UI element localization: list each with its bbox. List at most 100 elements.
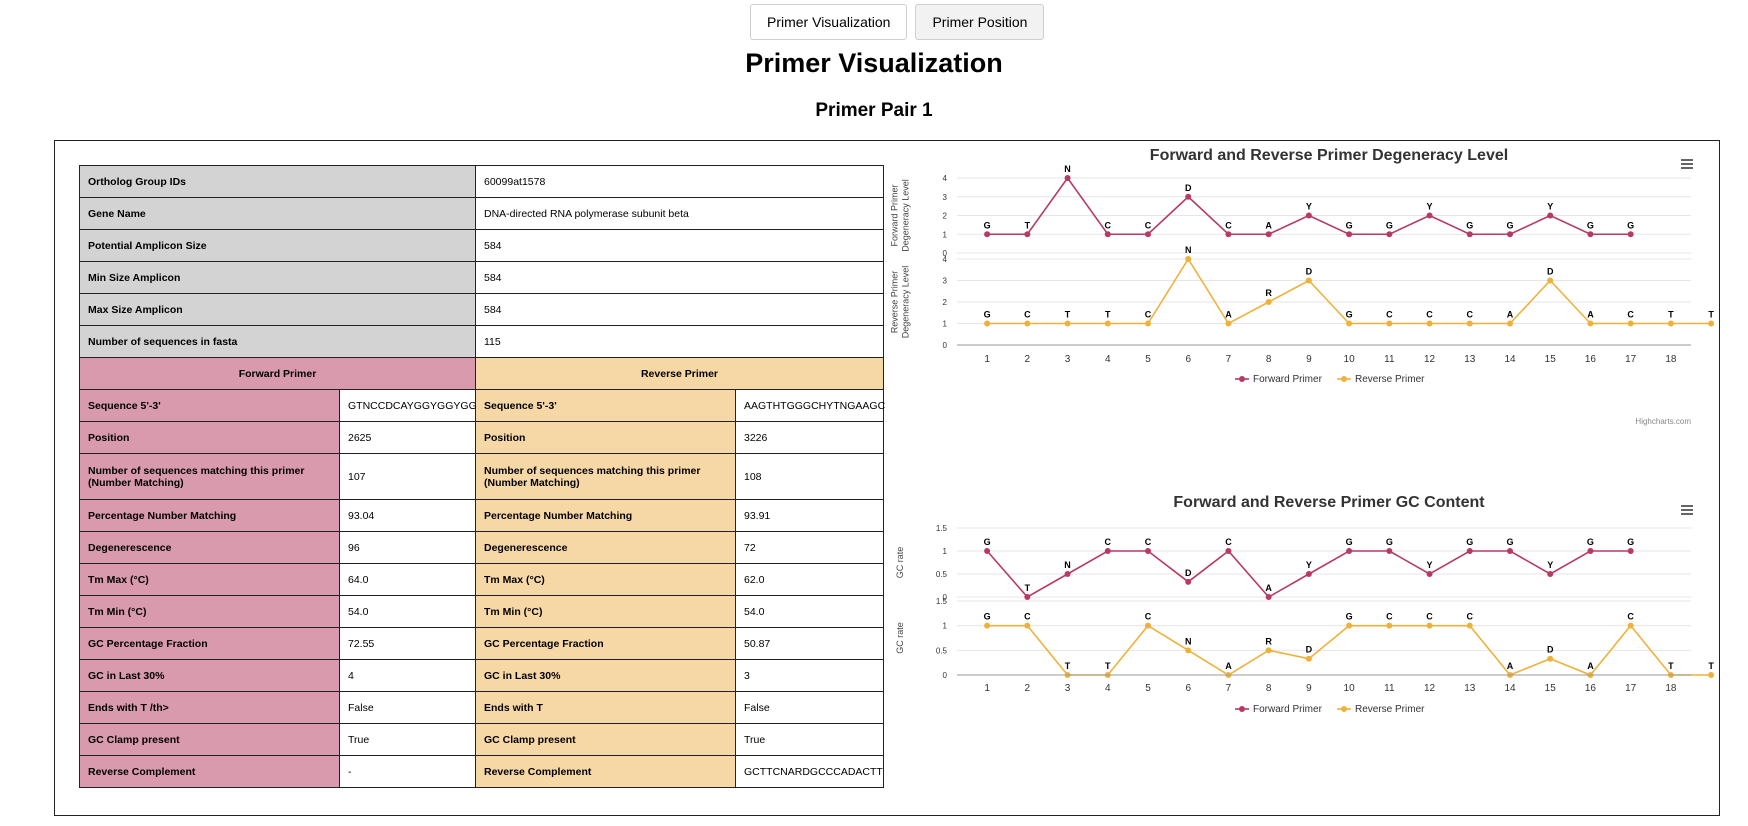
data-label: C xyxy=(1426,612,1433,622)
data-label: R xyxy=(1265,636,1272,646)
legend-item-reverse[interactable]: Reverse Primer xyxy=(1337,704,1425,715)
data-point xyxy=(1024,594,1031,600)
y-tick-label: 0 xyxy=(943,671,948,680)
data-label: T xyxy=(1025,220,1031,230)
legend-label: Reverse Primer xyxy=(1355,704,1425,715)
primer-pair-panel: Ortholog Group IDs 60099at1578 Gene Name… xyxy=(54,140,1720,816)
data-point xyxy=(1024,231,1031,238)
forward-label: Position xyxy=(79,421,340,454)
primer-row: Degenerescence 96 Degenerescence 72 xyxy=(79,531,885,564)
data-label: G xyxy=(1386,537,1393,547)
data-point xyxy=(1185,256,1192,262)
legend-item-forward[interactable]: Forward Primer xyxy=(1235,704,1323,715)
forward-label: Number of sequences matching this primer… xyxy=(79,453,340,500)
reverse-label: Position xyxy=(475,421,736,454)
x-tick-label: 7 xyxy=(1226,354,1232,365)
data-label: C xyxy=(1225,537,1232,547)
data-point xyxy=(1265,231,1272,238)
data-point xyxy=(1627,622,1634,629)
legend-item-forward[interactable]: Forward Primer xyxy=(1235,374,1323,385)
y-axis-title: GC rate xyxy=(895,547,905,579)
hamburger-menu-icon[interactable] xyxy=(1681,505,1693,515)
data-label: Y xyxy=(1306,560,1312,570)
data-point xyxy=(1386,320,1393,327)
y-axis-title: Degeneracy Level xyxy=(901,179,911,252)
info-label: Min Size Amplicon xyxy=(79,261,476,294)
data-point xyxy=(1265,647,1272,654)
data-label: C xyxy=(1627,310,1634,320)
chart-svg: Forward and Reverse Primer Degeneracy Le… xyxy=(890,147,1715,426)
x-tick-label: 14 xyxy=(1504,683,1516,694)
y-tick-label: 3 xyxy=(943,277,948,286)
x-tick-label: 8 xyxy=(1266,683,1272,694)
forward-label: Tm Min (°C) xyxy=(79,595,340,628)
data-label: T xyxy=(1668,310,1674,320)
data-point xyxy=(1507,320,1513,327)
chart-svg: Forward and Reverse Primer GC Content 0 0.… xyxy=(895,494,1714,715)
forward-value: 72.55 xyxy=(339,627,476,660)
y-tick-label: 2 xyxy=(943,298,948,307)
x-tick-label: 5 xyxy=(1145,683,1151,694)
data-label: C xyxy=(1024,612,1031,622)
data-label: T xyxy=(1065,661,1071,671)
primer-row: Percentage Number Matching 93.04 Percent… xyxy=(79,499,885,532)
data-point xyxy=(1305,655,1312,662)
info-label: Number of sequences in fasta xyxy=(79,325,476,358)
x-tick-label: 11 xyxy=(1384,683,1395,694)
data-label: A xyxy=(1507,661,1514,671)
data-label: D xyxy=(1306,267,1313,277)
menu-bar xyxy=(1681,163,1693,165)
data-label: T xyxy=(1668,661,1674,671)
primer-row: Position 2625 Position 3226 xyxy=(79,421,885,454)
data-point xyxy=(1225,548,1232,554)
data-point xyxy=(1305,277,1312,284)
degeneracy-chart: Forward and Reverse Primer Degeneracy Le… xyxy=(883,141,1723,441)
data-label: C xyxy=(1386,612,1393,622)
data-label: C xyxy=(1145,612,1152,622)
data-point xyxy=(1547,571,1554,577)
x-tick-label: 4 xyxy=(1105,683,1111,694)
x-tick-label: 1 xyxy=(984,354,990,365)
tab-primer-visualization[interactable]: Primer Visualization xyxy=(750,4,908,40)
data-point xyxy=(984,548,991,554)
page-title: Primer Visualization xyxy=(745,48,1003,78)
tab-primer-position[interactable]: Primer Position xyxy=(915,4,1045,40)
data-point xyxy=(1265,299,1272,305)
primer-header-row: Forward Primer Reverse Primer xyxy=(79,357,885,390)
data-point xyxy=(1627,548,1634,554)
x-tick-label: 16 xyxy=(1585,354,1597,365)
data-label: A xyxy=(1265,583,1272,593)
data-point xyxy=(984,320,991,327)
data-label: C xyxy=(1627,612,1634,622)
data-point xyxy=(1346,231,1353,238)
forward-value: 54.0 xyxy=(339,595,476,628)
info-row: Number of sequences in fasta 115 xyxy=(79,325,885,358)
data-point xyxy=(1426,571,1433,577)
data-point xyxy=(1305,571,1312,577)
legend-marker xyxy=(1239,376,1245,382)
reverse-label: Percentage Number Matching xyxy=(475,499,736,532)
legend-item-reverse[interactable]: Reverse Primer xyxy=(1337,374,1425,385)
forward-value: 64.0 xyxy=(339,563,476,596)
data-label: G xyxy=(1627,220,1634,230)
data-label: N xyxy=(1064,560,1071,570)
y-tick-label: 0 xyxy=(943,249,948,258)
data-point xyxy=(1346,320,1353,327)
x-tick-label: 6 xyxy=(1185,683,1191,694)
x-tick-label: 1 xyxy=(984,683,990,694)
forward-value: 93.04 xyxy=(339,499,476,532)
legend-label: Reverse Primer xyxy=(1355,374,1425,385)
data-point xyxy=(1466,320,1473,327)
data-point xyxy=(1547,212,1554,219)
x-tick-label: 4 xyxy=(1105,354,1111,365)
x-tick-label: 12 xyxy=(1424,683,1436,694)
hamburger-menu-icon[interactable] xyxy=(1681,159,1693,169)
forward-value: - xyxy=(339,755,476,788)
y-tick-label: 0 xyxy=(943,593,948,602)
reverse-label: Number of sequences matching this primer… xyxy=(475,453,736,500)
forward-value: 4 xyxy=(339,659,476,692)
reverse-label: Degenerescence xyxy=(475,531,736,564)
reverse-label: GC Percentage Fraction xyxy=(475,627,736,660)
highcharts-credit: Highcharts.com xyxy=(1635,417,1691,426)
x-tick-label: 7 xyxy=(1226,683,1232,694)
